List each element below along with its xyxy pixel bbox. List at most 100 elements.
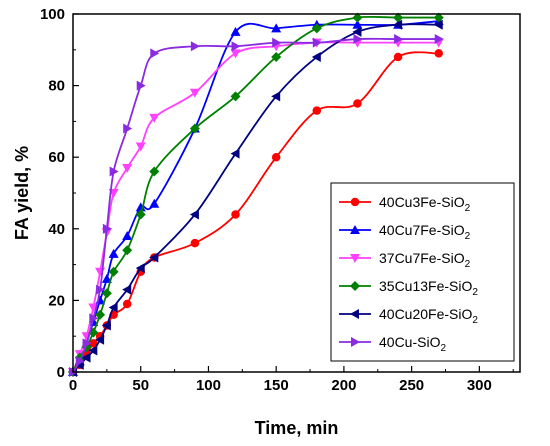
data-point [352, 26, 362, 37]
data-point [352, 19, 363, 29]
data-point [89, 339, 98, 348]
data-point [433, 19, 443, 30]
x-tick-label: 200 [331, 377, 356, 394]
data-point [190, 238, 200, 248]
data-point [189, 123, 200, 134]
data-point [189, 88, 200, 98]
legend-marker [350, 281, 360, 291]
data-point [394, 34, 404, 45]
legend-item: 37Cu7Fe-SiO2 [339, 250, 471, 270]
y-tick-label: 0 [57, 364, 65, 381]
x-tick-label: 100 [196, 377, 221, 394]
data-point [101, 320, 111, 331]
y-tick-label: 60 [48, 149, 65, 166]
legend-label-subscript: 2 [465, 203, 471, 214]
data-point [271, 51, 282, 62]
legend-marker [351, 337, 360, 347]
x-tick-label: 300 [467, 377, 492, 394]
legend: 40Cu3Fe-SiO2 40Cu7Fe-SiO2 37Cu7Fe-SiO2 35Cu… [330, 182, 515, 362]
data-point [231, 41, 241, 52]
data-point [122, 284, 132, 295]
data-point [101, 288, 112, 299]
data-point [312, 37, 322, 48]
legend-label: 37Cu7Fe-SiO2 [379, 250, 471, 270]
series-5 [68, 19, 443, 377]
legend-box [330, 182, 515, 362]
legend-marker [350, 225, 360, 234]
data-point [434, 49, 443, 58]
data-point [135, 263, 145, 274]
data-point [88, 345, 98, 356]
legend-label: 40Cu7Fe-SiO2 [379, 222, 471, 242]
legend-label: 40Cu3Fe-SiO2 [379, 194, 471, 214]
y-axis-title: FA yield, % [12, 146, 32, 240]
data-point [393, 19, 403, 30]
legend-marker [350, 254, 360, 263]
series-6 [69, 34, 444, 377]
legend-label-subscript: 2 [472, 315, 478, 326]
data-point [108, 248, 119, 258]
data-point [122, 299, 132, 309]
data-point [230, 148, 240, 159]
data-point [353, 99, 362, 108]
legend-label: 40Cu-SiO2 [379, 334, 446, 354]
x-tick-label: 250 [399, 377, 424, 394]
legend-item: 40Cu7Fe-SiO2 [339, 222, 471, 242]
legend-label: 40Cu20Fe-SiO2 [379, 306, 478, 326]
data-point [102, 223, 112, 234]
y-tick-label: 80 [48, 78, 65, 95]
legend-label-subscript: 2 [472, 287, 478, 298]
y-tick-label: 40 [48, 221, 65, 238]
y-tick-label: 20 [48, 292, 65, 309]
data-point [108, 302, 118, 313]
data-point [272, 37, 282, 48]
data-point [230, 26, 241, 36]
data-point [95, 334, 105, 345]
data-point [149, 252, 159, 263]
data-point [109, 166, 119, 177]
data-point [311, 51, 321, 62]
data-point [135, 209, 146, 220]
legend-item: 35Cu13Fe-SiO2 [339, 278, 478, 298]
data-point [75, 356, 85, 367]
data-point [230, 49, 241, 59]
data-point [136, 80, 146, 91]
data-point [271, 91, 281, 102]
data-point [96, 284, 106, 295]
data-point [149, 113, 160, 123]
series-layer [68, 12, 444, 377]
legend-item: 40Cu-SiO2 [339, 334, 446, 354]
data-point [108, 266, 119, 277]
data-point [149, 166, 160, 177]
legend-marker [350, 309, 359, 319]
data-point [81, 352, 91, 363]
data-point [271, 23, 282, 33]
data-point [311, 23, 322, 34]
data-point [393, 52, 403, 62]
legend-marker [350, 197, 360, 207]
data-point [95, 309, 106, 320]
data-point [230, 91, 241, 102]
data-point [122, 230, 133, 240]
data-point [123, 123, 133, 134]
data-point [150, 48, 160, 59]
y-tick-label: 100 [40, 6, 65, 23]
data-point [122, 163, 133, 173]
legend-label-subscript: 2 [465, 259, 471, 270]
legend-label-subscript: 2 [440, 343, 446, 354]
data-point [122, 245, 133, 256]
data-point [434, 34, 444, 45]
x-tick-label: 150 [264, 377, 289, 394]
data-point [189, 209, 199, 220]
x-axis-title: Time, min [255, 418, 339, 438]
data-point [352, 12, 363, 23]
x-tick-label: 0 [69, 377, 77, 394]
legend-label: 35Cu13Fe-SiO2 [379, 278, 478, 298]
data-point [101, 273, 112, 283]
legend-item: 40Cu20Fe-SiO2 [339, 306, 478, 326]
legend-item: 40Cu3Fe-SiO2 [339, 194, 471, 214]
data-point [89, 313, 99, 324]
data-point [271, 152, 281, 162]
data-point [433, 12, 444, 23]
